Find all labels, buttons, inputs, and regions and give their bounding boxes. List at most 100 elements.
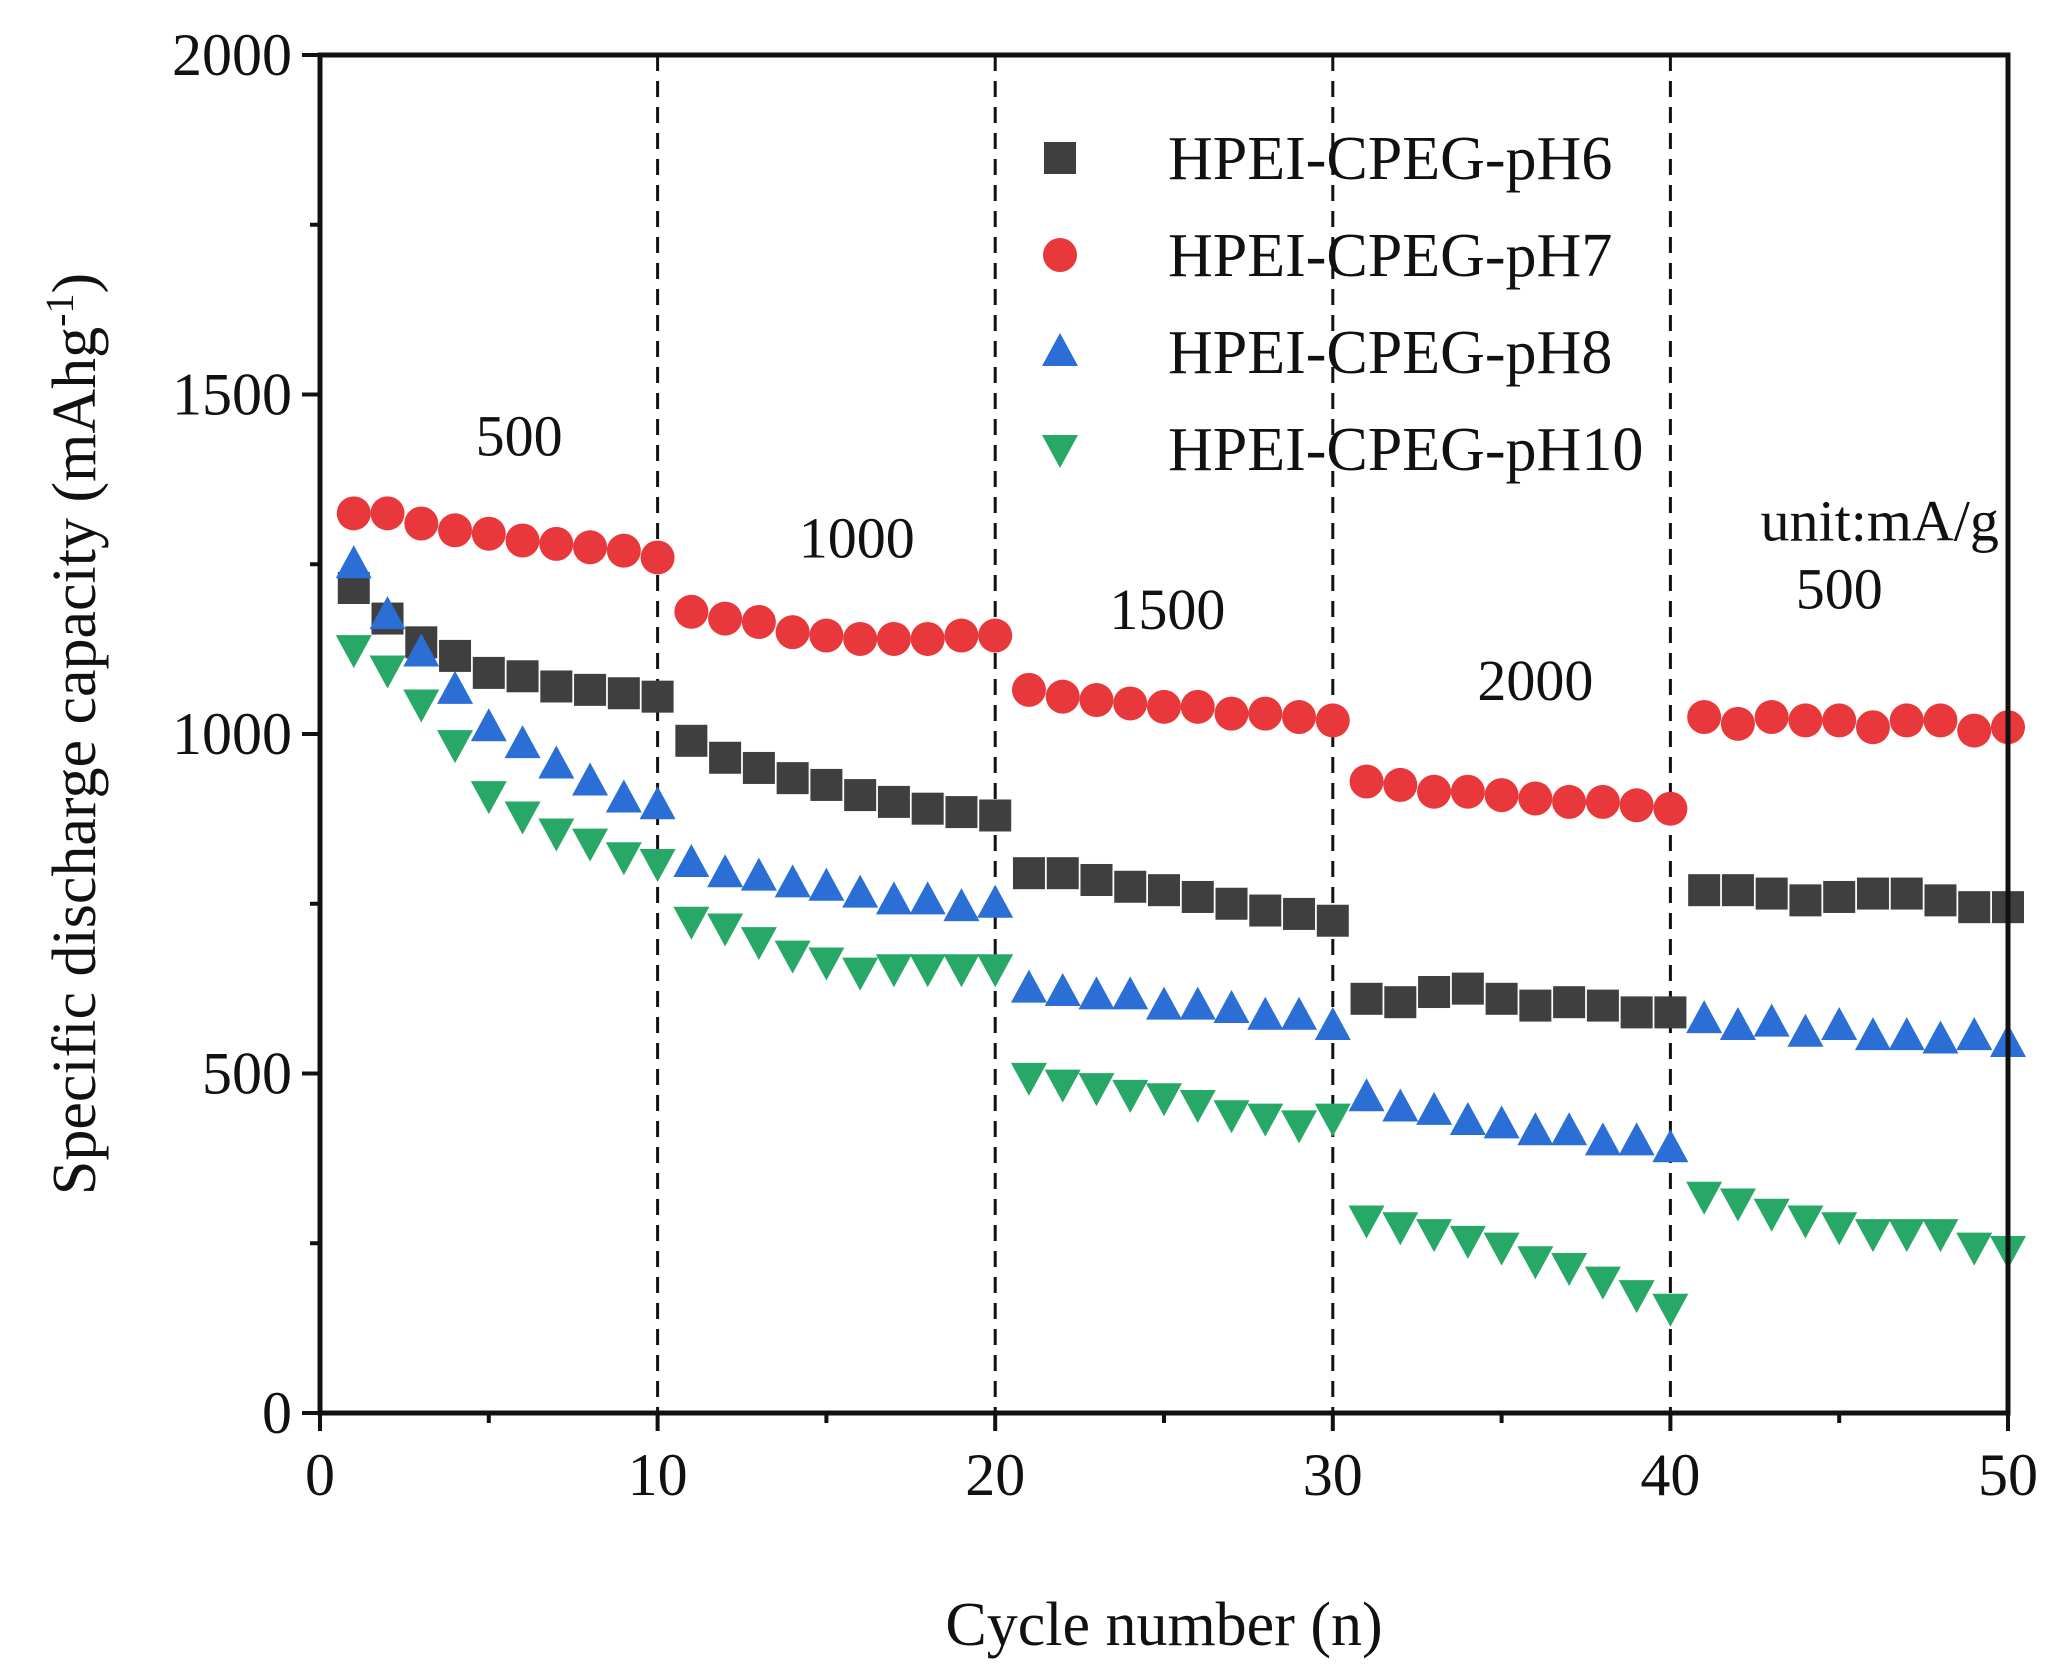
data-point (875, 881, 912, 915)
data-point (335, 635, 372, 669)
data-point (1890, 877, 1923, 910)
data-point (1282, 700, 1317, 735)
data-point (943, 954, 980, 988)
data-point (1213, 989, 1250, 1023)
data-point (1483, 1232, 1520, 1266)
data-point (1719, 1188, 1756, 1222)
data-point (673, 844, 710, 878)
data-point (1687, 700, 1722, 735)
data-point (1112, 976, 1149, 1010)
data-point (1553, 986, 1586, 1019)
data-point (740, 927, 777, 961)
data-point (1112, 1079, 1149, 1113)
legend-item: HPEI-CPEG-pH7 (1043, 222, 1612, 290)
data-point (978, 618, 1013, 653)
y-tick-label: 1000 (172, 701, 292, 767)
y-axis-title-suffix: ) (41, 273, 109, 294)
data-point (708, 601, 743, 636)
data-point (909, 881, 946, 915)
data-point (1010, 1062, 1047, 1096)
data-point (439, 639, 472, 672)
data-point (470, 708, 507, 742)
data-point (1384, 986, 1417, 1019)
data-point (1922, 1219, 1959, 1253)
data-point (639, 786, 676, 820)
data-point (910, 621, 945, 656)
x-tick-label: 50 (1978, 1442, 2038, 1508)
data-point (540, 670, 573, 703)
current-density-label: 500 (1796, 556, 1883, 621)
x-tick-label: 0 (305, 1442, 335, 1508)
data-point (977, 884, 1014, 918)
data-point (808, 947, 845, 981)
data-point (1856, 877, 1889, 910)
data-point (1213, 1100, 1250, 1134)
data-point (1315, 703, 1350, 738)
current-density-label: unit:mA/g (1760, 488, 1998, 553)
data-point (572, 762, 609, 796)
data-point (1485, 982, 1518, 1015)
data-point (1348, 1078, 1385, 1112)
data-point (1888, 1017, 1925, 1051)
legend-marker (1042, 333, 1078, 366)
data-point (404, 506, 439, 541)
data-point (843, 621, 878, 656)
data-point (707, 854, 744, 888)
data-point (1584, 1122, 1621, 1156)
data-point (573, 530, 608, 565)
data-point (1822, 703, 1857, 738)
y-tick-label: 1500 (172, 362, 292, 428)
legend-marker (1042, 435, 1078, 468)
data-point (1450, 774, 1485, 809)
x-tick-label: 30 (1303, 1442, 1363, 1508)
data-point (538, 818, 575, 852)
data-point (1854, 1219, 1891, 1253)
data-point (977, 954, 1014, 988)
data-point (1788, 703, 1823, 738)
data-point (605, 779, 642, 813)
data-point (909, 954, 946, 988)
data-point (1146, 1083, 1182, 1117)
data-point (1147, 689, 1181, 724)
data-point (1821, 1212, 1858, 1246)
data-point (1483, 1105, 1520, 1139)
data-point (1922, 1020, 1959, 1054)
data-point (1889, 703, 1924, 738)
data-point (1686, 1000, 1723, 1034)
series-HPEI-CPEG-pH10 (335, 635, 2026, 1327)
data-point (1888, 1219, 1925, 1253)
data-point (674, 594, 709, 629)
data-point (1281, 1110, 1318, 1144)
current-density-label: 500 (476, 404, 563, 469)
data-point (1180, 689, 1215, 724)
data-point (1924, 884, 1957, 917)
data-point (1720, 706, 1755, 741)
legend-item: HPEI-CPEG-pH10 (1042, 416, 1643, 484)
y-axis-title: Specific discharge capacity (mAhg-1) (37, 273, 109, 1195)
data-point (1416, 1219, 1453, 1253)
legend-item: HPEI-CPEG-pH8 (1042, 319, 1612, 387)
data-point (1754, 700, 1789, 735)
data-point (842, 957, 879, 991)
y-tick-label: 500 (202, 1041, 292, 1107)
data-point (1350, 982, 1383, 1015)
data-point (1348, 1205, 1385, 1239)
data-point (709, 741, 742, 774)
data-point (774, 940, 811, 974)
data-point (641, 680, 674, 713)
x-axis-title: Cycle number (n) (945, 1591, 1382, 1659)
current-density-label: 1500 (1109, 577, 1225, 642)
data-point (944, 618, 979, 653)
data-point (707, 913, 744, 947)
data-point (1382, 1088, 1419, 1122)
legend-label: HPEI-CPEG-pH6 (1168, 125, 1612, 193)
data-point (1179, 1090, 1216, 1124)
data-point (1383, 767, 1418, 802)
data-point (470, 781, 507, 815)
axis-ticks (302, 53, 2010, 1431)
data-point (809, 618, 844, 653)
data-point (1045, 679, 1080, 714)
